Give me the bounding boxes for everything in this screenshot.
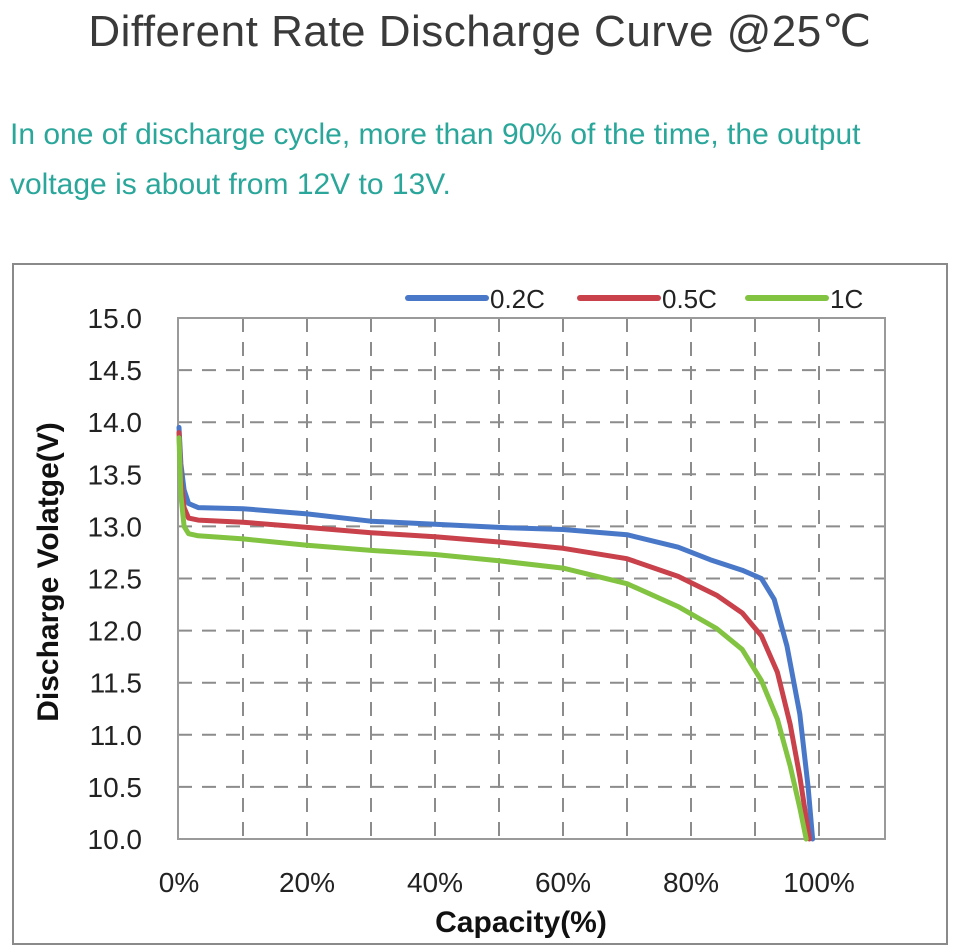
y-tick-label: 12.5: [88, 564, 143, 595]
x-tick-label: 60%: [535, 867, 591, 898]
chart-frame: [12, 263, 948, 945]
plot-area-border: [177, 317, 886, 840]
series-line-0-2C: [176, 424, 816, 842]
x-tick-label: 80%: [663, 867, 719, 898]
x-tick-label: 40%: [407, 867, 463, 898]
y-tick-label: 11.5: [90, 668, 142, 699]
x-tick-label: 20%: [279, 867, 335, 898]
y-tick-label: 15.0: [88, 303, 143, 334]
legend-label: 0.2C: [490, 284, 545, 314]
y-tick-label: 11.0: [90, 720, 142, 751]
x-axis-label: Capacity(%): [435, 906, 607, 939]
legend: 0.2C 0.5C 1C: [405, 284, 863, 314]
y-tick-label: 12.0: [88, 616, 143, 647]
tick-labels: 10.0 10.5 11.0 11.5 12.0 12.5 13.0 13.5 14.0 14.5…: [88, 303, 855, 898]
description-line-2: voltage is about from 12V to 13V.: [10, 168, 451, 201]
chart-description: In one of discharge cycle, more than 90%…: [10, 110, 955, 210]
x-tick-label: 100%: [783, 867, 855, 898]
x-tick-label: 0%: [159, 867, 199, 898]
y-tick-label: 10.5: [88, 772, 143, 803]
y-tick-label: 10.0: [88, 824, 143, 855]
series-line-0-5C: [176, 430, 812, 842]
y-tick-label: 14.0: [88, 407, 143, 438]
description-line-1: In one of discharge cycle, more than 90%…: [10, 118, 861, 151]
y-tick-label: 14.5: [88, 355, 143, 386]
y-tick-label: 13.0: [88, 511, 143, 542]
legend-label: 0.5C: [662, 284, 717, 314]
series-line-1C: [176, 435, 809, 842]
legend-label: 1C: [830, 284, 863, 314]
y-tick-label: 13.5: [88, 459, 143, 490]
page-title: Different Rate Discharge Curve @25℃: [88, 7, 872, 56]
series-layer: [176, 424, 816, 842]
grid-layer: [178, 318, 885, 839]
axis-layer: [177, 317, 886, 840]
y-axis-label: Discharge Volatge(V): [32, 422, 65, 722]
